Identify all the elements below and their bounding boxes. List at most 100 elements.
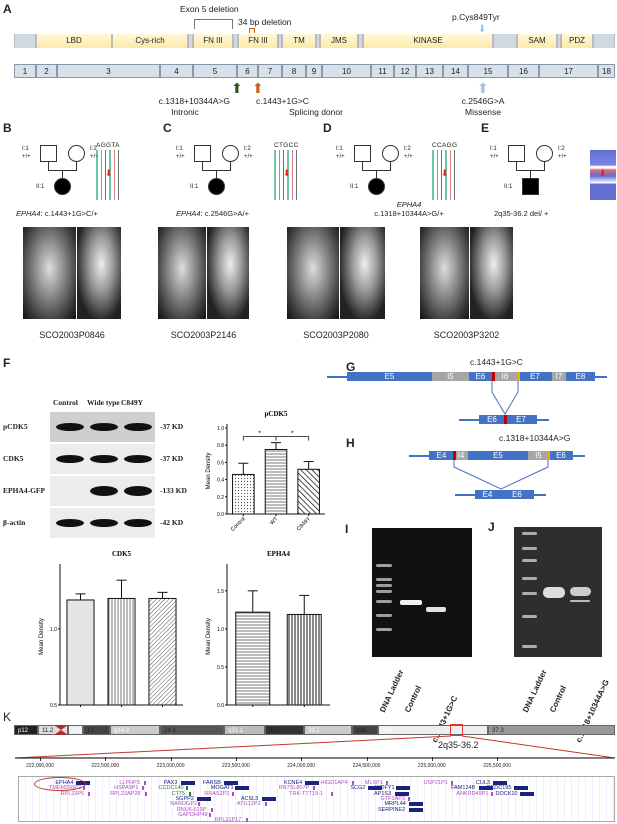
line — [230, 162, 231, 170]
variant-name: c.1443+1G>C — [256, 96, 309, 106]
gene-farsb: FARSB — [202, 780, 221, 786]
mother-id: I:2 — [244, 146, 251, 152]
gene-model — [409, 807, 424, 812]
proband-affected — [522, 178, 539, 195]
gene-ankrd49p1: ANKRD49P1 — [456, 790, 489, 797]
exon-11: 11 — [371, 64, 394, 78]
gene-dock10: DOCK10 — [495, 790, 518, 797]
ruler-label: 225,000,000 — [417, 763, 446, 769]
gene-model — [304, 781, 319, 785]
gene-rpl23p5: RPL23P5 — [60, 790, 85, 797]
chromosome-band: q31.1 — [224, 725, 265, 735]
mother-genotype: +/+ — [244, 154, 253, 160]
line — [216, 170, 217, 178]
gene-pax3: PAX3 — [163, 780, 178, 786]
g-segment-i5: I5 — [432, 372, 469, 381]
splice-lines — [453, 381, 549, 490]
gene-model — [196, 796, 211, 801]
variant-type: Missense — [465, 107, 501, 117]
chromosome-band: q14.3 — [110, 725, 160, 735]
xray-lateral — [207, 227, 249, 319]
domain-linker — [358, 34, 363, 48]
gene-model — [198, 802, 201, 807]
panel-label-c: C — [163, 121, 172, 135]
panel-label-e: E — [481, 121, 490, 135]
proband-id: II:1 — [190, 184, 199, 190]
exon-12: 12 — [394, 64, 416, 78]
exon-6: 6 — [237, 64, 258, 78]
chromosome-band: 13 — [83, 725, 110, 735]
ruler-label: 224,000,000 — [287, 763, 316, 769]
domain-linker — [493, 34, 517, 48]
gene-kcne4: KCNE4 — [283, 780, 303, 786]
arrow-down-icon: ⬇ — [478, 24, 487, 35]
gene-model — [211, 807, 214, 812]
ruler-label: 223,500,000 — [221, 763, 250, 769]
exon-10: 10 — [322, 64, 371, 78]
ruler-tick — [301, 757, 303, 761]
ladder-band — [376, 578, 392, 581]
mother-id: I:2 — [558, 146, 565, 152]
panel-label-h: H — [346, 436, 355, 450]
line — [390, 162, 391, 170]
gene-model — [408, 796, 411, 801]
g-segment-i7: I7 — [552, 372, 566, 381]
gene-ccdc195: CCDC195 — [486, 785, 512, 792]
line — [48, 162, 49, 170]
protein-band — [90, 519, 118, 527]
mother-genotype: +/+ — [558, 154, 567, 160]
gene-cul3: CUL3 — [475, 780, 490, 786]
g-segment-e5: E5 — [347, 372, 432, 381]
gene-model — [209, 812, 212, 817]
blot-row-pcdk5 — [50, 412, 155, 442]
patient-id: SCO2003P3202 — [433, 330, 500, 340]
ruler-tick — [366, 757, 368, 761]
gene-model — [395, 791, 410, 796]
father-square — [354, 145, 371, 162]
ruler-label: 225,500,000 — [483, 763, 511, 769]
variant-genotype: : c.1443+1G>C/+ — [40, 209, 98, 218]
ruler-tick — [40, 757, 41, 761]
region-label: 2q35-36.2 — [438, 740, 479, 750]
father-genotype: +/+ — [490, 154, 499, 160]
gene-model — [235, 786, 250, 791]
variant-label: c.1443+1G>C — [470, 357, 523, 367]
sequence-label: CTGCC — [274, 142, 299, 149]
gene-model — [83, 786, 86, 791]
domain-tm: TM — [282, 34, 316, 48]
exon-8: 8 — [282, 64, 306, 78]
gel-j — [514, 527, 602, 657]
mother-id: I:2 — [404, 146, 411, 152]
proband-id: II:1 — [36, 184, 45, 190]
y-tick-label: 1.0 — [50, 627, 57, 633]
variant-name: c.1318+10344A>G — [158, 96, 230, 106]
patient-id: SCO2003P2146 — [170, 330, 237, 340]
protein-band — [124, 423, 152, 431]
y-tick-label: 0.6 — [217, 460, 224, 466]
father-genotype: +/+ — [336, 154, 345, 160]
father-id: I:1 — [176, 146, 183, 152]
ruler-label: 222,500,000 — [91, 763, 120, 769]
exon-17: 17 — [539, 64, 598, 78]
gene-nanogp2: NANOGP2 — [170, 801, 198, 808]
protein-band — [124, 455, 152, 463]
gene-sgpp2: SGPP2 — [175, 795, 194, 802]
mutant-band — [570, 587, 591, 596]
father-genotype: +/+ — [22, 154, 31, 160]
sequence-label: AGGTA — [96, 142, 120, 149]
father-square — [194, 145, 211, 162]
arrow-up-icon: ⬆ — [231, 80, 243, 96]
domain-linker — [316, 34, 320, 48]
g-segment-e7: E7 — [518, 372, 552, 381]
row-label: EPHA4-GFP — [3, 486, 46, 495]
variant-genotype: 2q35-36.2 del/ + — [494, 209, 549, 218]
y-axis-label: Mean Density — [206, 453, 212, 490]
gene-usp21p1: USP21P1 — [423, 780, 448, 786]
chart-title: EPHA4 — [267, 550, 290, 558]
proband-affected — [368, 178, 385, 195]
variant-genotype: : c.2546G>A/+ — [200, 209, 249, 218]
xray-lateral — [77, 227, 121, 319]
chromosome-band: q34 — [352, 725, 378, 735]
ladder-band — [522, 532, 537, 535]
patient-id: SCO2003P0846 — [39, 330, 105, 340]
